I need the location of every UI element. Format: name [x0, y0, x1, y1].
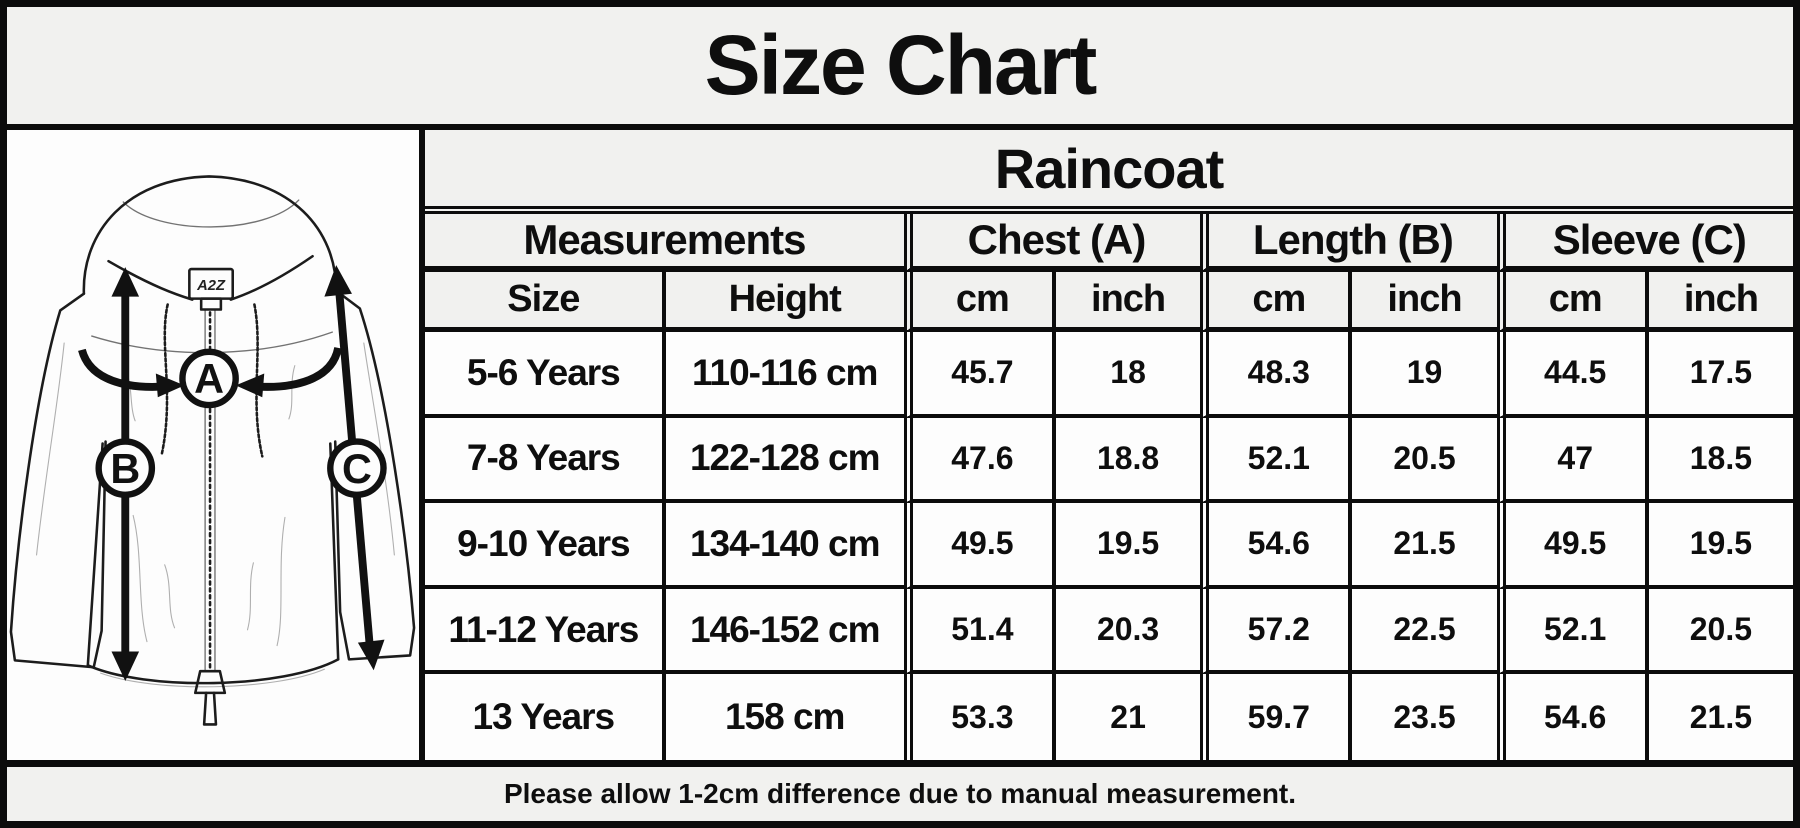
sleeve-marker-label: C — [342, 446, 372, 492]
value-cell: 18.5 — [1644, 417, 1793, 504]
value-cell: 53.3 — [903, 674, 1052, 760]
value-cell: 54.6 — [1200, 503, 1349, 589]
header-chest: Chest (A) — [903, 214, 1201, 272]
subheader-sleeve-inch: inch — [1644, 272, 1793, 332]
value-cell: 19.5 — [1051, 503, 1201, 589]
measurement-note: Please allow 1-2cm difference due to man… — [7, 760, 1793, 821]
value-cell: 18.8 — [1051, 417, 1201, 504]
subheader-chest-inch: inch — [1051, 272, 1201, 332]
subheader-length-inch: inch — [1348, 272, 1497, 332]
value-cell: 21.5 — [1348, 503, 1497, 589]
header-sleeve: Sleeve (C) — [1496, 214, 1793, 272]
size-cell: 7-8 Years — [425, 417, 662, 504]
raincoat-diagram-panel: A2Z A B C — [7, 130, 425, 760]
value-cell: 57.2 — [1200, 588, 1349, 675]
header-measurements: Measurements — [425, 214, 904, 272]
size-table: Measurements Chest (A) Length (B) Sleeve… — [425, 214, 1793, 760]
subheader-size: Size — [425, 272, 662, 332]
value-cell: 20.3 — [1051, 588, 1201, 675]
size-cell: 5-6 Years — [425, 332, 662, 418]
chest-marker-circle — [179, 348, 239, 409]
size-cell: 11-12 Years — [425, 588, 662, 675]
value-cell: 51.4 — [903, 588, 1052, 675]
value-cell: 54.6 — [1496, 674, 1645, 760]
height-cell: 158 cm — [661, 674, 904, 760]
value-cell: 59.7 — [1200, 674, 1349, 760]
subheader-height: Height — [661, 272, 904, 332]
value-cell: 20.5 — [1348, 417, 1497, 504]
value-cell: 21 — [1051, 674, 1201, 760]
height-cell: 122-128 cm — [661, 417, 904, 504]
subheader-sleeve-cm: cm — [1496, 272, 1645, 332]
value-cell: 22.5 — [1348, 588, 1497, 675]
value-cell: 49.5 — [903, 503, 1052, 589]
value-cell: 47.6 — [903, 417, 1052, 504]
value-cell: 19.5 — [1644, 503, 1793, 589]
sleeve-marker-circle — [327, 438, 387, 498]
size-table-panel: Raincoat Measurements Chest (A) Length (… — [425, 130, 1793, 760]
header-length: Length (B) — [1200, 214, 1497, 272]
value-cell: 44.5 — [1496, 332, 1645, 418]
value-cell: 21.5 — [1644, 674, 1793, 760]
value-cell: 47 — [1496, 417, 1645, 504]
size-cell: 9-10 Years — [425, 503, 662, 589]
brand-label: A2Z — [196, 278, 226, 294]
value-cell: 20.5 — [1644, 588, 1793, 675]
subheader-length-cm: cm — [1200, 272, 1349, 332]
value-cell: 52.1 — [1200, 417, 1349, 504]
value-cell: 18 — [1051, 332, 1201, 418]
height-cell: 110-116 cm — [661, 332, 904, 418]
subheader-chest-cm: cm — [903, 272, 1052, 332]
value-cell: 17.5 — [1644, 332, 1793, 418]
length-marker-label: B — [110, 446, 140, 492]
value-cell: 45.7 — [903, 332, 1052, 418]
main-area: A2Z A B C — [7, 130, 1793, 760]
value-cell: 49.5 — [1496, 503, 1645, 589]
product-header: Raincoat — [425, 130, 1793, 214]
value-cell: 52.1 — [1496, 588, 1645, 675]
size-cell: 13 Years — [425, 674, 662, 760]
height-cell: 134-140 cm — [661, 503, 904, 589]
page-title: Size Chart — [7, 7, 1793, 130]
value-cell: 19 — [1348, 332, 1497, 418]
length-marker-circle — [95, 438, 156, 498]
value-cell: 48.3 — [1200, 332, 1349, 418]
raincoat-diagram: A2Z A B C — [9, 175, 416, 726]
chest-marker-label: A — [194, 356, 224, 402]
value-cell: 23.5 — [1348, 674, 1497, 760]
height-cell: 146-152 cm — [661, 588, 904, 675]
